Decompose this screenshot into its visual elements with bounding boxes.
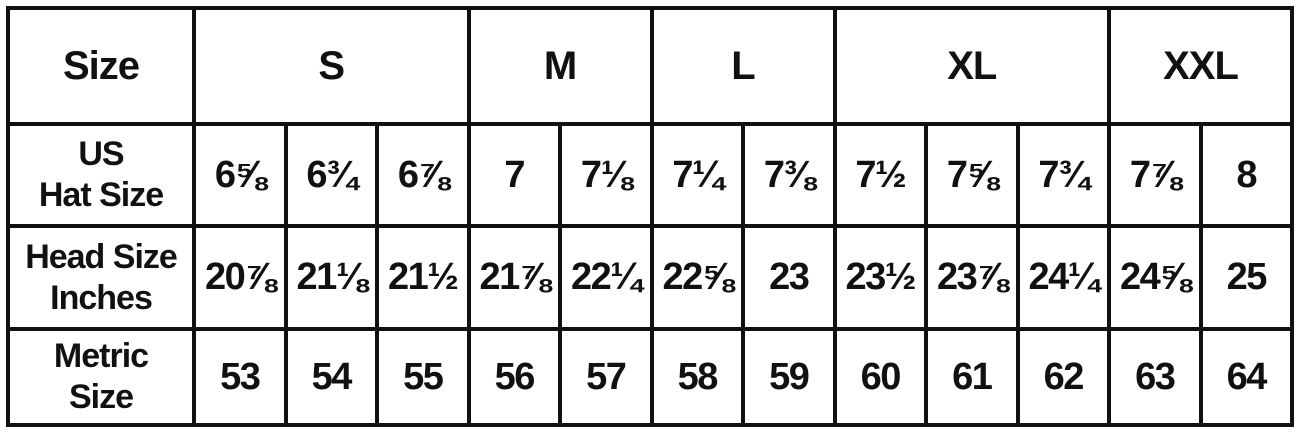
metric-size-value: 60 [832, 327, 928, 427]
metric-size-value: 56 [466, 327, 562, 427]
metric-size-value: 57 [558, 327, 654, 427]
size-group-s: S [192, 6, 471, 126]
metric-size-value: 59 [741, 327, 837, 427]
metric-size-value: 54 [283, 327, 379, 427]
metric-size-row: Metric Size 53 54 55 56 57 58 59 60 61 6… [6, 327, 1294, 427]
us-hat-size-value: 7 [466, 122, 562, 228]
head-size-inches-value: 23½ [832, 224, 928, 331]
head-size-inches-value: 21⅛ [283, 224, 379, 331]
metric-size-value: 53 [192, 327, 288, 427]
metric-size-value: 62 [1015, 327, 1111, 427]
size-group-xl: XL [832, 6, 1111, 126]
head-size-inches-value: 24⅝ [1107, 224, 1203, 331]
head-size-inches-value: 22¼ [558, 224, 654, 331]
hat-size-table: Size S M L XL XXL US Hat Size 6⅝ 6¾ 6⅞ 7… [6, 6, 1294, 427]
metric-size-value: 55 [375, 327, 471, 427]
size-group-m: M [466, 6, 654, 126]
head-size-inches-value: 20⅞ [192, 224, 288, 331]
head-size-inches-value: 25 [1198, 224, 1294, 331]
head-size-inches-value: 21½ [375, 224, 471, 331]
us-hat-size-value: 7¼ [649, 122, 745, 228]
us-hat-size-value: 6⅝ [192, 122, 288, 228]
hat-size-chart: Size S M L XL XXL US Hat Size 6⅝ 6¾ 6⅞ 7… [6, 6, 1294, 427]
us-hat-size-value: 7⅜ [741, 122, 837, 228]
head-size-inches-value: 24¼ [1015, 224, 1111, 331]
head-size-inches-row: Head Size Inches 20⅞ 21⅛ 21½ 21⅞ 22¼ 22⅝… [6, 224, 1294, 331]
metric-size-value: 61 [924, 327, 1020, 427]
us-hat-size-value: 7⅛ [558, 122, 654, 228]
us-hat-size-value: 7⅝ [924, 122, 1020, 228]
head-size-inches-value: 23 [741, 224, 837, 331]
size-header-row: Size S M L XL XXL [6, 6, 1294, 126]
us-hat-size-row: US Hat Size 6⅝ 6¾ 6⅞ 7 7⅛ 7¼ 7⅜ 7½ 7⅝ 7¾… [6, 122, 1294, 228]
us-hat-size-value: 7½ [832, 122, 928, 228]
size-group-l: L [649, 6, 837, 126]
size-column-header: Size [6, 6, 196, 126]
metric-size-row-label: Metric Size [6, 327, 196, 427]
us-hat-size-value: 7¾ [1015, 122, 1111, 228]
head-size-inches-value: 22⅝ [649, 224, 745, 331]
us-hat-size-value: 6¾ [283, 122, 379, 228]
us-hat-size-value: 7⅞ [1107, 122, 1203, 228]
size-group-xxl: XXL [1107, 6, 1294, 126]
metric-size-value: 58 [649, 327, 745, 427]
metric-size-value: 63 [1107, 327, 1203, 427]
us-hat-size-row-label: US Hat Size [6, 122, 196, 228]
head-size-inches-row-label: Head Size Inches [6, 224, 196, 331]
us-hat-size-value: 6⅞ [375, 122, 471, 228]
head-size-inches-value: 21⅞ [466, 224, 562, 331]
us-hat-size-value: 8 [1198, 122, 1294, 228]
metric-size-value: 64 [1198, 327, 1294, 427]
head-size-inches-value: 23⅞ [924, 224, 1020, 331]
